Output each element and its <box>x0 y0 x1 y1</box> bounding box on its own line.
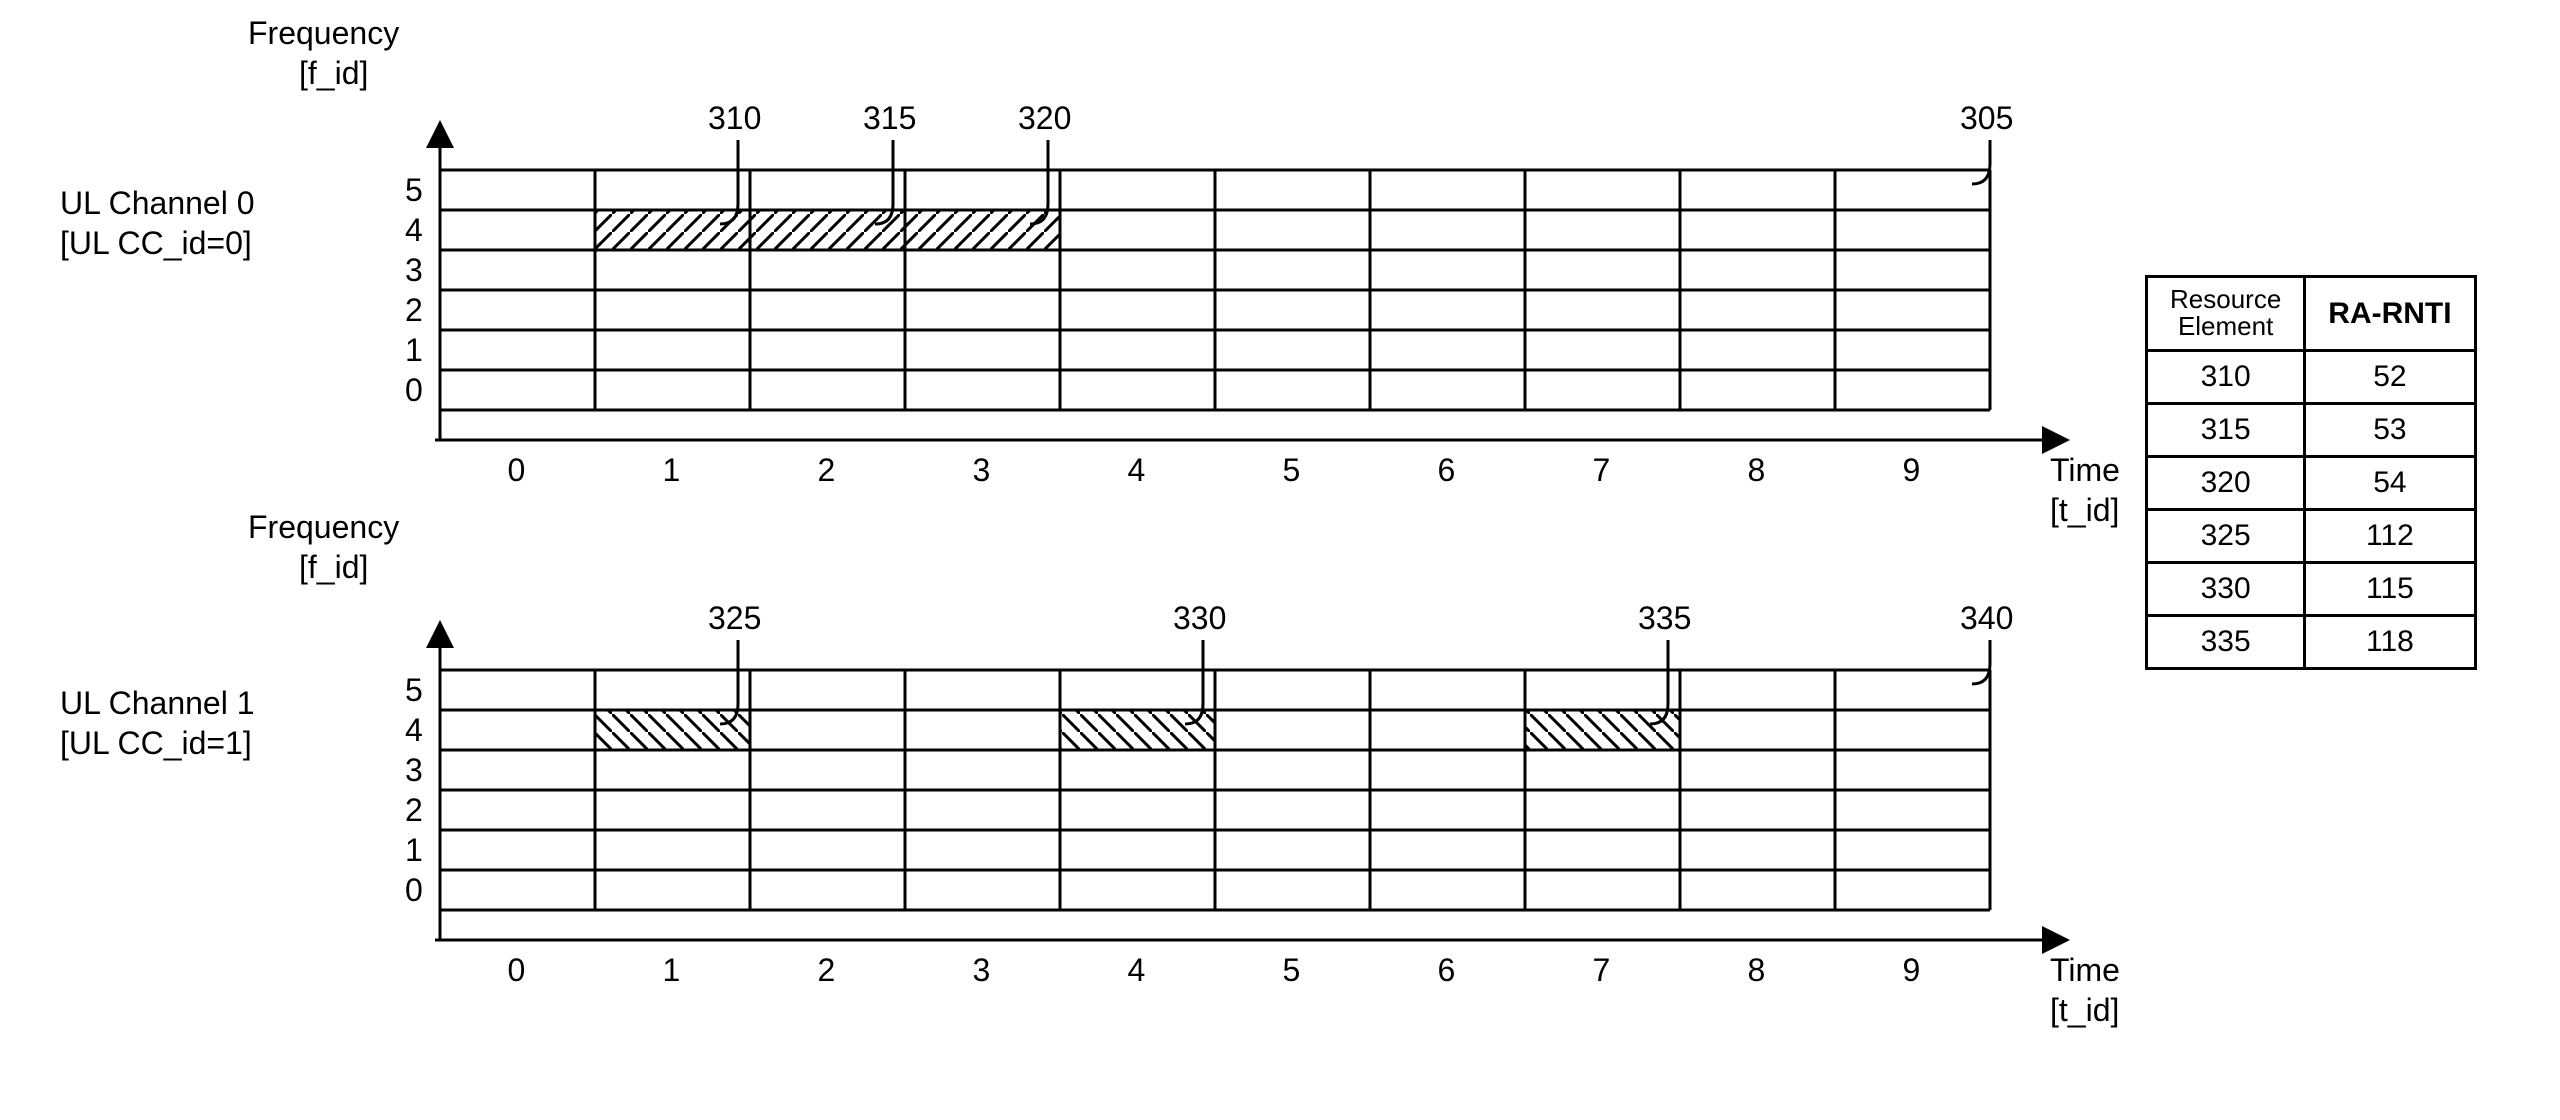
x-tick-label: 6 <box>1438 452 1456 489</box>
table-cell: 320 <box>2147 456 2305 509</box>
table-cell: 325 <box>2147 509 2305 562</box>
time-label-sub: [t_id] <box>2050 992 2119 1029</box>
table-row: 335118 <box>2147 615 2476 668</box>
table-head-resource-l1: Resource <box>2170 286 2281 313</box>
table-cell: 118 <box>2305 615 2475 668</box>
frame-callout-label: 340 <box>1960 600 2013 637</box>
chart0-freq-label1: Frequency <box>248 15 399 52</box>
table-cell: 115 <box>2305 562 2475 615</box>
callout-label: 320 <box>1018 100 1071 137</box>
page: Frequency [f_id] UL Channel 0 [UL CC_id=… <box>0 0 2560 1120</box>
y-tick-label: 5 <box>405 672 423 709</box>
chart1-freq-label1: Frequency <box>248 509 399 546</box>
table-wrap: Resource Element RA-RNTI 31052 31553 320… <box>2145 275 2477 670</box>
y-tick-label: 2 <box>405 292 423 329</box>
callout-label: 330 <box>1173 600 1226 637</box>
x-tick-label: 2 <box>818 452 836 489</box>
chart0-svg <box>0 70 2190 510</box>
table-row: 31052 <box>2147 350 2476 403</box>
table-header-row: Resource Element RA-RNTI <box>2147 277 2476 351</box>
table-row: 325112 <box>2147 509 2476 562</box>
callout-label: 325 <box>708 600 761 637</box>
y-tick-label: 5 <box>405 172 423 209</box>
x-tick-label: 8 <box>1748 952 1766 989</box>
ra-rnti-table: Resource Element RA-RNTI 31052 31553 320… <box>2145 275 2477 670</box>
table-cell: 52 <box>2305 350 2475 403</box>
table-cell: 330 <box>2147 562 2305 615</box>
y-tick-label: 2 <box>405 792 423 829</box>
table-cell: 53 <box>2305 403 2475 456</box>
x-tick-label: 9 <box>1903 952 1921 989</box>
x-tick-label: 1 <box>663 452 681 489</box>
x-tick-label: 7 <box>1593 952 1611 989</box>
x-tick-label: 3 <box>973 952 991 989</box>
y-tick-label: 3 <box>405 252 423 289</box>
x-tick-label: 1 <box>663 952 681 989</box>
y-tick-label: 1 <box>405 832 423 869</box>
time-label: Time <box>2050 952 2120 989</box>
x-tick-label: 4 <box>1128 952 1146 989</box>
y-tick-label: 3 <box>405 752 423 789</box>
time-label: Time <box>2050 452 2120 489</box>
x-tick-label: 8 <box>1748 452 1766 489</box>
x-tick-label: 6 <box>1438 952 1456 989</box>
frame-callout-label: 305 <box>1960 100 2013 137</box>
table-cell: 112 <box>2305 509 2475 562</box>
x-tick-label: 0 <box>508 952 526 989</box>
table-row: 31553 <box>2147 403 2476 456</box>
callout-label: 310 <box>708 100 761 137</box>
table-head-resource-l2: Element <box>2170 313 2281 340</box>
y-tick-label: 4 <box>405 212 423 249</box>
x-tick-label: 9 <box>1903 452 1921 489</box>
x-tick-label: 5 <box>1283 452 1301 489</box>
y-tick-label: 0 <box>405 872 423 909</box>
chart1-svg <box>0 570 2190 1010</box>
table-head-resource: Resource Element <box>2147 277 2305 351</box>
y-tick-label: 4 <box>405 712 423 749</box>
x-tick-label: 3 <box>973 452 991 489</box>
x-tick-label: 0 <box>508 452 526 489</box>
table-cell: 315 <box>2147 403 2305 456</box>
x-tick-label: 5 <box>1283 952 1301 989</box>
table-head-rarnti: RA-RNTI <box>2305 277 2475 351</box>
x-tick-label: 4 <box>1128 452 1146 489</box>
table-row: 32054 <box>2147 456 2476 509</box>
table-row: 330115 <box>2147 562 2476 615</box>
table-cell: 310 <box>2147 350 2305 403</box>
table-cell: 54 <box>2305 456 2475 509</box>
x-tick-label: 7 <box>1593 452 1611 489</box>
callout-label: 315 <box>863 100 916 137</box>
x-tick-label: 2 <box>818 952 836 989</box>
y-tick-label: 1 <box>405 332 423 369</box>
y-tick-label: 0 <box>405 372 423 409</box>
table-cell: 335 <box>2147 615 2305 668</box>
callout-label: 335 <box>1638 600 1691 637</box>
time-label-sub: [t_id] <box>2050 492 2119 529</box>
